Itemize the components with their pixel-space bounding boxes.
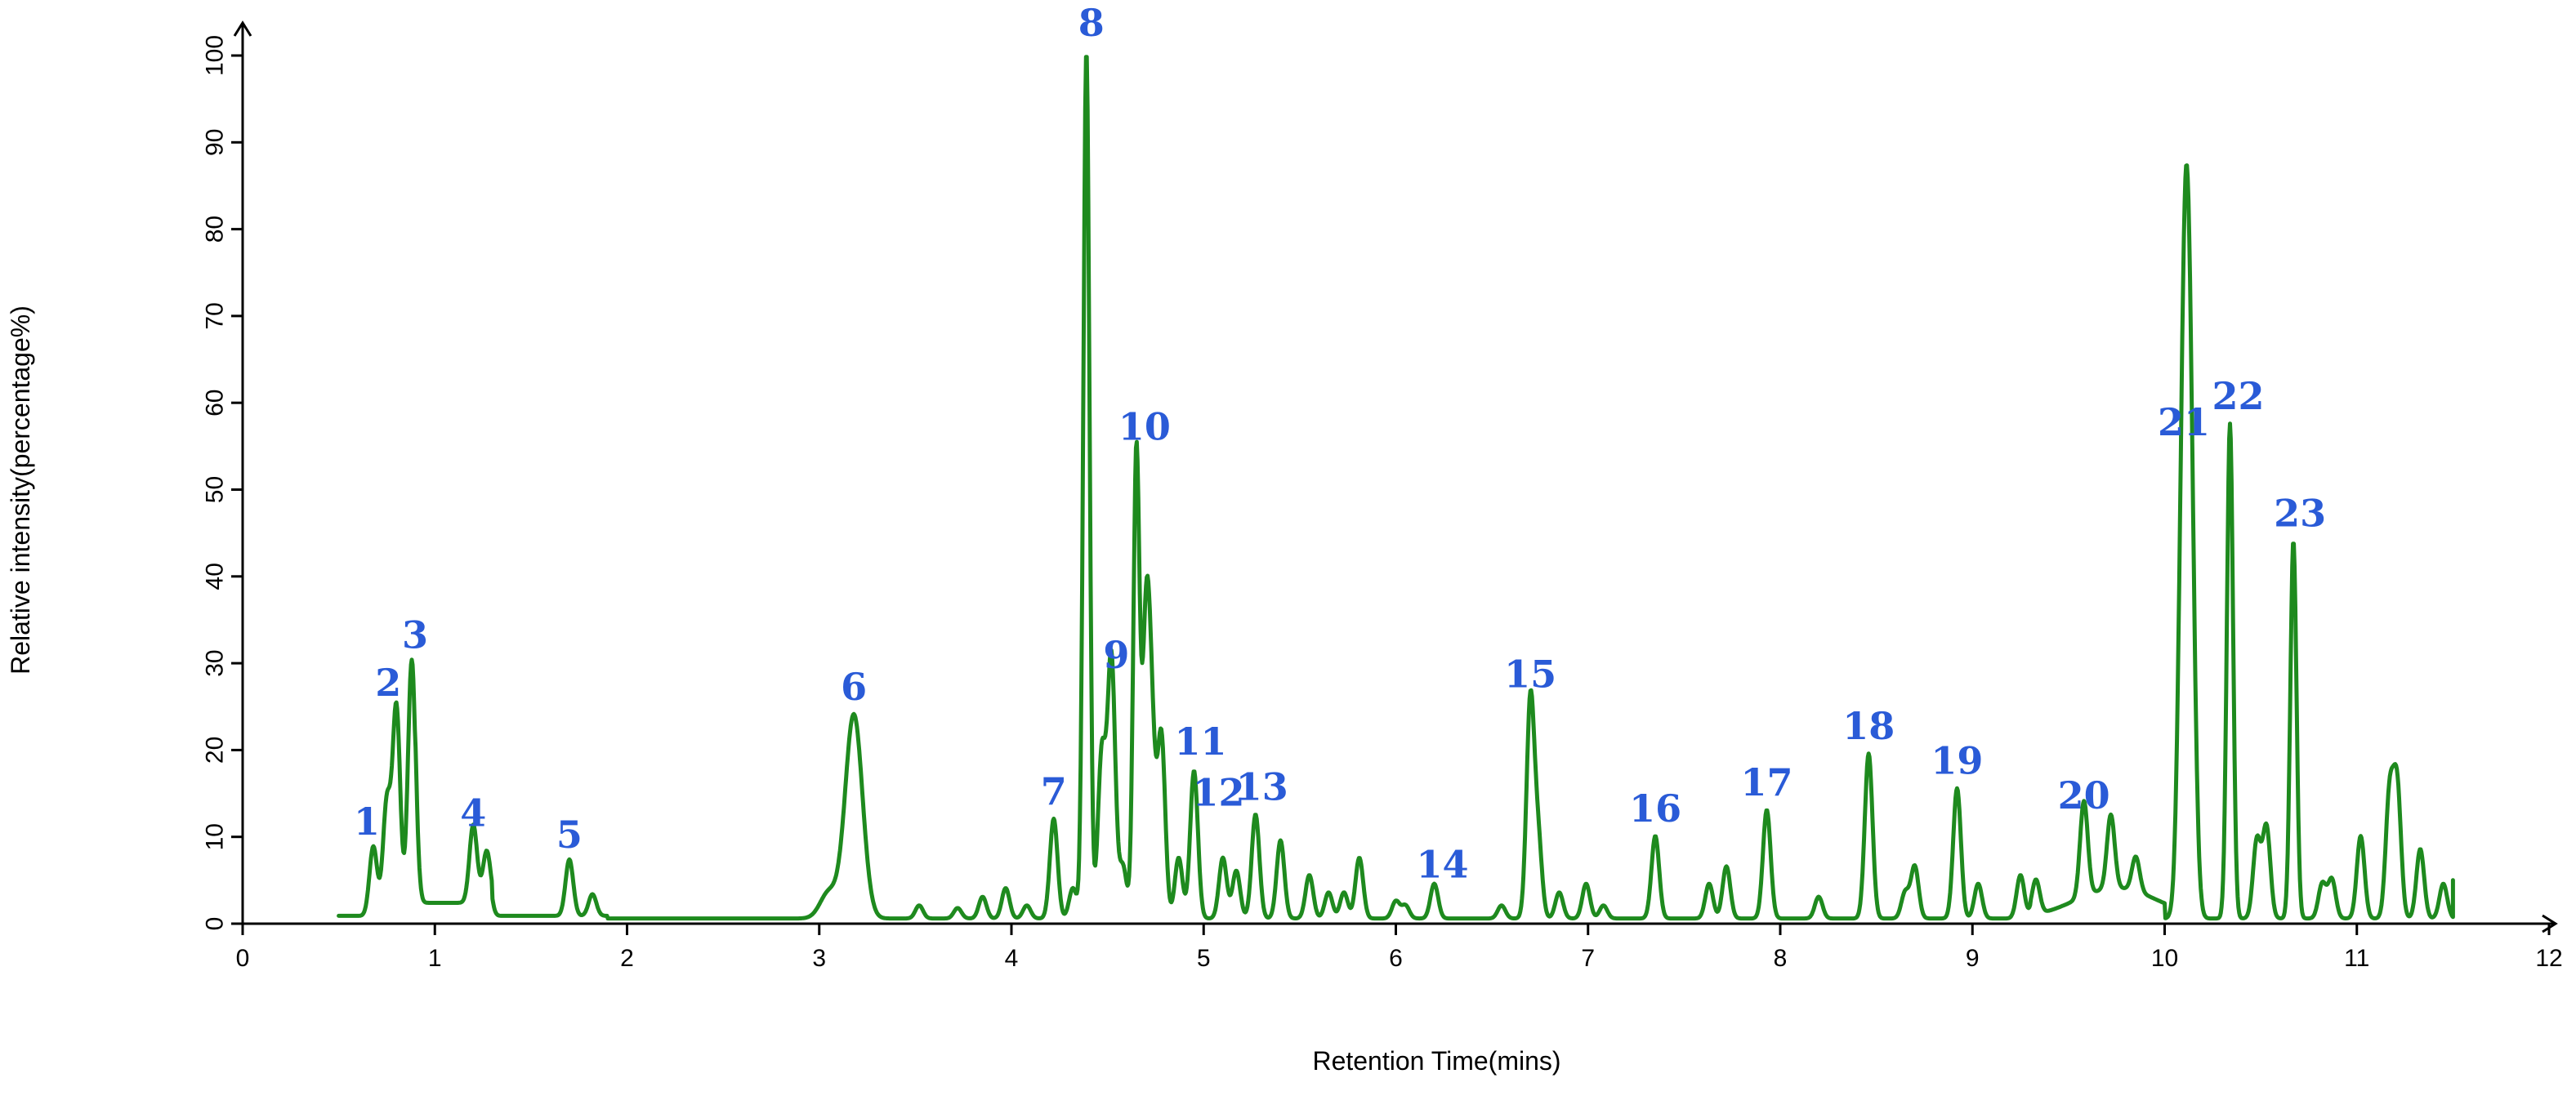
- y-axis-title: Relative intensity(percentage%): [6, 305, 35, 675]
- y-tick-label: 90: [202, 129, 229, 156]
- y-tick-label: 0: [202, 917, 229, 931]
- peak-label: 1: [354, 800, 380, 844]
- peak-label: 23: [2274, 492, 2326, 536]
- peak-label: 9: [1103, 633, 1129, 677]
- peak-label: 20: [2058, 773, 2110, 818]
- x-axis-title: Retention Time(mins): [1312, 1046, 1560, 1076]
- x-tick-label: 5: [1197, 945, 1211, 972]
- peak-label: 18: [1842, 704, 1895, 748]
- peak-label: 10: [1118, 404, 1171, 448]
- x-tick-label: 4: [1005, 945, 1019, 972]
- peak-label: 17: [1741, 760, 1793, 804]
- peak-label: 4: [460, 791, 486, 835]
- peak-label: 13: [1236, 764, 1288, 809]
- x-tick-label: 6: [1389, 945, 1403, 972]
- y-tick-label: 100: [202, 35, 229, 76]
- peak-label: 2: [375, 661, 401, 705]
- x-axis-arrow-icon: [2542, 914, 2558, 933]
- y-tick-label: 10: [202, 823, 229, 850]
- peak-label: 15: [1504, 652, 1556, 696]
- peak-label: 12: [1192, 770, 1244, 814]
- x-tick-label: 11: [2344, 945, 2369, 972]
- chromatogram-trace: [337, 55, 2455, 921]
- peak-label: 16: [1629, 786, 1681, 831]
- peak-label: 11: [1174, 720, 1226, 764]
- x-tick-label: 8: [1774, 945, 1788, 972]
- y-tick-label: 50: [202, 476, 229, 503]
- x-tick-label: 2: [620, 945, 634, 972]
- x-tick-label: 3: [812, 945, 826, 972]
- y-tick-label: 80: [202, 216, 229, 243]
- x-tick-label: 9: [1966, 945, 1980, 972]
- x-tick-label: 7: [1581, 945, 1595, 972]
- peak-label: 8: [1078, 1, 1105, 45]
- peak-label: 6: [841, 665, 867, 709]
- peak-label: 22: [2212, 374, 2264, 418]
- x-tick-label: 0: [236, 945, 250, 972]
- peak-label: 7: [1041, 769, 1067, 813]
- plot-area: [337, 55, 2455, 921]
- peak-label: 21: [2158, 400, 2210, 444]
- peak-label: 3: [402, 613, 428, 657]
- y-tick-label: 70: [202, 302, 229, 329]
- y-tick-label: 20: [202, 737, 229, 764]
- x-ticks: 0 1 2 3 4 5 6 7 8 9 10 11 12: [236, 924, 2563, 972]
- x-tick-label: 12: [2535, 945, 2562, 972]
- x-tick-label: 1: [428, 945, 442, 972]
- peak-label: 19: [1931, 739, 1983, 783]
- y-tick-label: 30: [202, 649, 229, 676]
- peak-label: 5: [556, 813, 583, 857]
- peak-label: 14: [1417, 842, 1469, 886]
- y-tick-label: 40: [202, 563, 229, 590]
- y-tick-label: 60: [202, 390, 229, 417]
- y-axis-arrow-icon: [233, 20, 252, 37]
- x-tick-label: 10: [2151, 945, 2178, 972]
- y-ticks: 0 10 20 30 40 50 60 70 80 90 100: [202, 35, 243, 930]
